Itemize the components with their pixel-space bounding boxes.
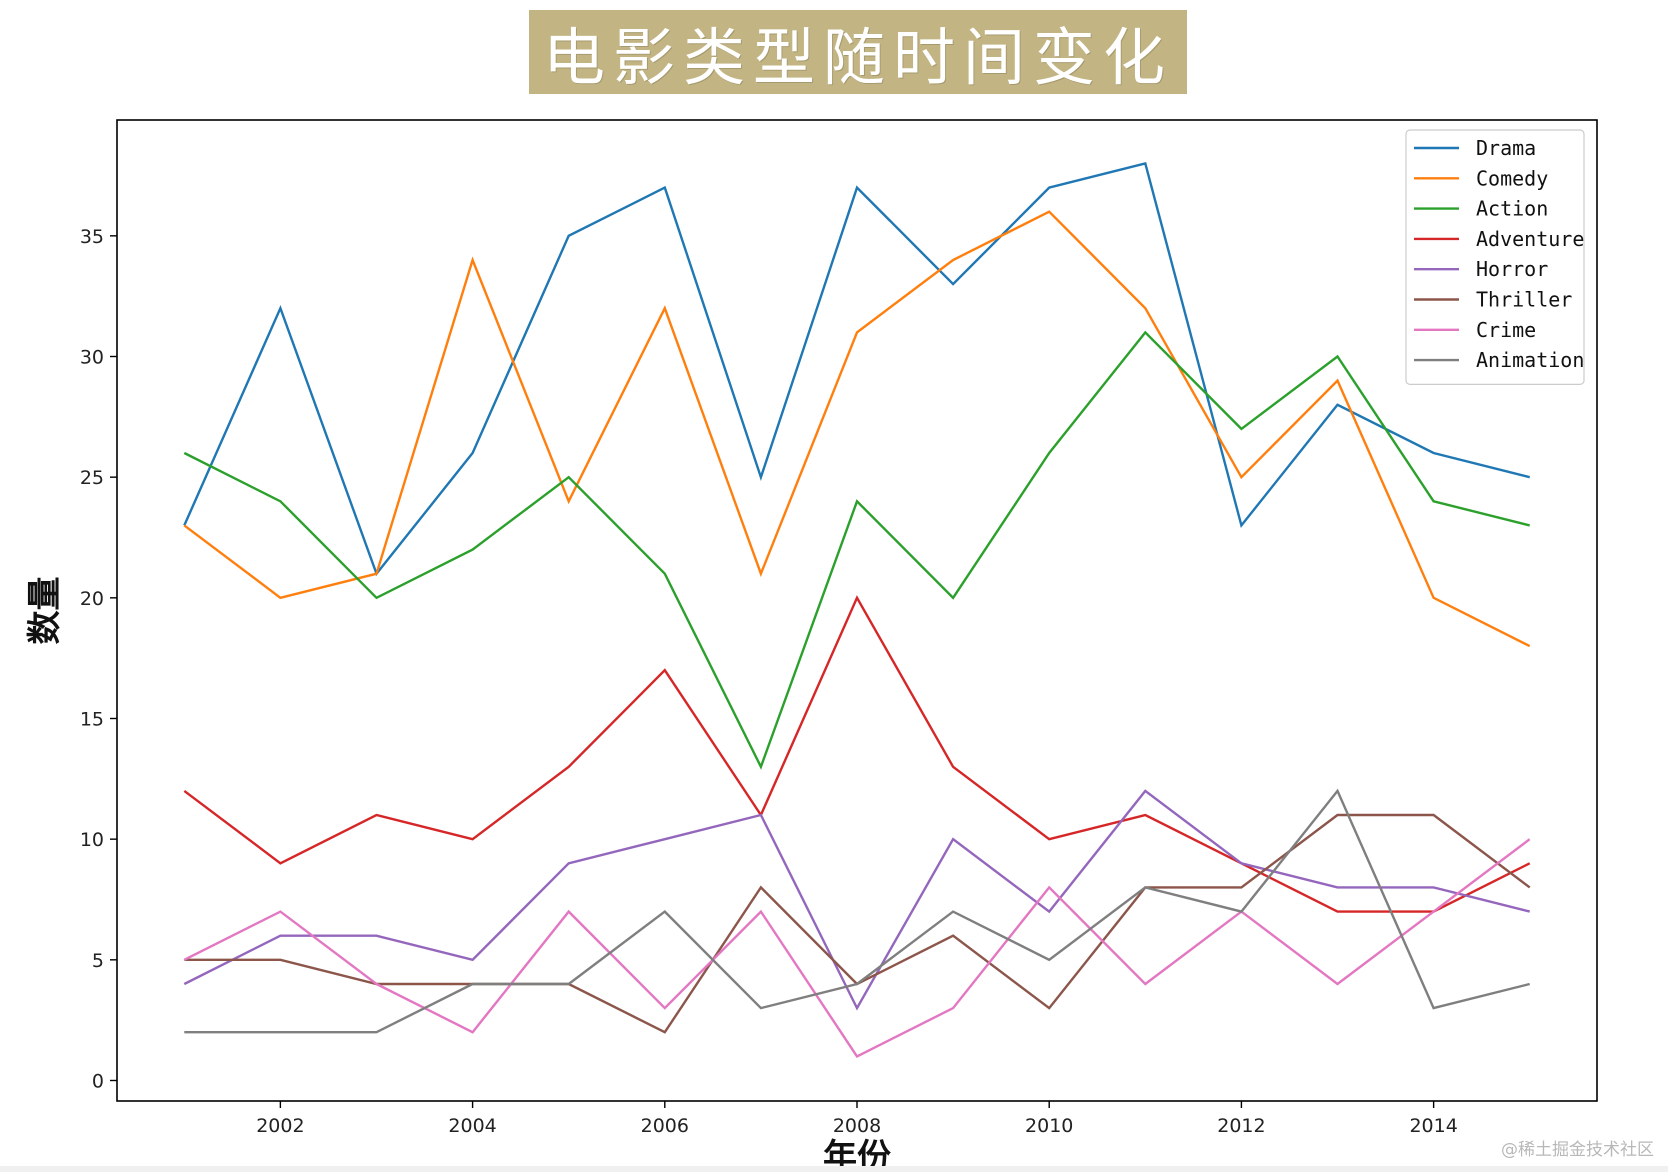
y-axis: 0 5 10 15 20 25 30 35 <box>80 226 117 1092</box>
series-line-animation <box>184 788 1530 1034</box>
legend-label-action: Action <box>1476 197 1548 221</box>
legend: Drama Comedy Action Adventure Horror Thriller… <box>1405 129 1585 385</box>
x-tick-label: 2002 <box>256 1115 304 1137</box>
y-tick-label: 25 <box>80 467 104 489</box>
series-line-comedy <box>183 210 1531 648</box>
y-axis-title: 数量 <box>25 577 65 645</box>
series-line-drama <box>183 161 1530 577</box>
series-line-adventure <box>183 595 1531 913</box>
series-line-horror <box>183 789 1530 1011</box>
legend-label-drama: Drama <box>1476 136 1536 160</box>
bottom-rule <box>0 1166 1668 1172</box>
y-tick-label: 35 <box>80 226 104 248</box>
x-tick-label: 2004 <box>448 1115 496 1137</box>
series-line-crime <box>183 838 1531 1058</box>
x-tick-label: 2010 <box>1025 1115 1073 1137</box>
y-tick-label: 10 <box>80 829 104 851</box>
watermark: @稀土掘金技术社区 <box>1501 1140 1654 1160</box>
legend-label-comedy: Comedy <box>1476 166 1548 190</box>
series-line-action <box>183 330 1530 770</box>
legend-label-horror: Horror <box>1476 257 1548 281</box>
plot-area <box>116 119 1598 1102</box>
legend-label-animation: Animation <box>1476 348 1584 372</box>
x-tick-label: 2008 <box>833 1115 881 1137</box>
x-tick-label: 2012 <box>1217 1115 1265 1137</box>
legend-label-crime: Crime <box>1476 318 1536 342</box>
chart-title: 电影类型随时间变化 <box>542 21 1173 94</box>
x-tick-label: 2006 <box>641 1115 689 1137</box>
x-tick-label: 2014 <box>1409 1115 1457 1137</box>
y-tick-label: 5 <box>92 950 104 972</box>
chart-title-banner: 电影类型随时间变化 <box>529 10 1187 94</box>
x-axis: 2002 2004 2006 2008 2010 2012 2014 <box>256 1101 1458 1137</box>
legend-label-adventure: Adventure <box>1476 227 1584 251</box>
y-tick-label: 0 <box>92 1070 104 1092</box>
legend-box <box>1405 129 1585 385</box>
y-tick-label: 20 <box>80 588 104 610</box>
y-tick-label: 15 <box>80 708 104 730</box>
y-tick-label: 30 <box>80 347 104 369</box>
legend-label-thriller: Thriller <box>1476 288 1572 312</box>
series-lines <box>183 161 1531 1058</box>
plot-frame <box>116 119 1598 1102</box>
